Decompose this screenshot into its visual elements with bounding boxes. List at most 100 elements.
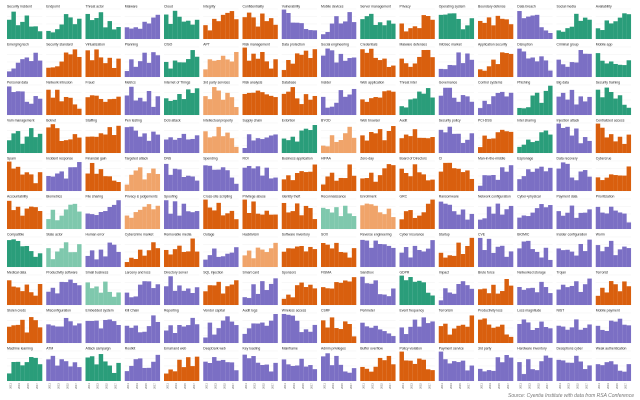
bar — [500, 91, 505, 115]
bar — [308, 246, 313, 267]
bar — [430, 57, 435, 77]
panel-title: Threat intel — [400, 81, 417, 85]
bar — [7, 71, 12, 77]
panel: Intellectual property — [203, 119, 239, 154]
bar — [212, 169, 217, 191]
bar — [94, 49, 99, 77]
bar — [447, 334, 453, 343]
bar — [299, 332, 304, 343]
panel: Privilege abuse — [242, 195, 278, 230]
panel: Data recovery — [556, 157, 592, 192]
bar — [391, 165, 396, 191]
panel: Mobile devices — [321, 5, 357, 40]
bar — [68, 366, 73, 381]
panel: Risk management — [242, 43, 278, 78]
bar — [403, 247, 409, 267]
bar — [286, 248, 291, 267]
bar — [98, 12, 104, 39]
bar — [286, 91, 291, 115]
bar — [373, 205, 378, 229]
bar — [216, 59, 221, 77]
x-tick-label: 2015 — [144, 383, 148, 389]
panel-title: Outage — [203, 233, 214, 237]
panel-title: Machine learning — [7, 347, 33, 351]
bar — [20, 21, 25, 39]
x-tick-label: 2017 — [192, 383, 196, 389]
bar — [613, 141, 618, 153]
bar — [373, 325, 378, 343]
bar — [508, 336, 514, 343]
bar — [351, 336, 357, 343]
bar — [290, 315, 296, 343]
bar — [622, 175, 627, 191]
x-tick-label: 2013 — [56, 383, 60, 389]
bar — [273, 314, 278, 343]
bar — [229, 138, 235, 153]
bar — [373, 24, 378, 39]
bar — [15, 91, 21, 115]
bar — [391, 91, 396, 115]
bar — [273, 362, 278, 381]
panel: Audit logs — [242, 309, 278, 344]
bar — [460, 95, 466, 115]
bar — [33, 96, 38, 115]
panel-title: Spoofing — [164, 195, 177, 199]
bar — [24, 136, 30, 153]
x-tick-label: 2011 — [165, 383, 169, 389]
panel-title: Cybercrue — [596, 157, 612, 161]
bar — [46, 219, 51, 229]
bar — [408, 257, 413, 267]
bar — [491, 138, 496, 153]
bar — [85, 320, 90, 343]
bar — [556, 211, 561, 229]
bar — [107, 99, 112, 115]
bar — [373, 97, 378, 115]
bar — [560, 250, 566, 267]
bar — [622, 213, 627, 229]
panel-title: Criminal group — [557, 43, 579, 47]
bar — [521, 18, 527, 39]
bar — [351, 175, 357, 191]
bar — [151, 288, 156, 305]
bar — [486, 324, 492, 343]
panel-title: Board of Directors — [400, 157, 428, 161]
bar — [587, 278, 592, 305]
bar — [521, 51, 527, 77]
bar — [190, 366, 195, 381]
bar — [251, 17, 256, 39]
bar — [347, 164, 352, 191]
bar — [626, 325, 632, 343]
bar — [155, 134, 161, 153]
bar — [482, 22, 487, 39]
bar — [55, 220, 60, 229]
bar — [622, 104, 627, 115]
bar — [20, 59, 25, 77]
bar — [447, 13, 453, 39]
bar — [430, 137, 435, 153]
bar — [303, 50, 309, 77]
bar — [264, 21, 269, 39]
bar — [382, 360, 387, 381]
panel-title: Human error — [86, 233, 106, 237]
bar — [377, 60, 383, 77]
bar — [364, 368, 370, 381]
bar — [343, 280, 348, 305]
panel-title: Boundary defense — [478, 5, 506, 9]
bar — [303, 94, 309, 115]
x-tick-label: 2017 — [113, 383, 117, 389]
bar — [451, 211, 457, 229]
bar — [142, 331, 147, 343]
bar — [425, 138, 431, 153]
bar — [229, 321, 235, 343]
bar — [443, 257, 448, 267]
bar — [225, 286, 230, 305]
x-tick-label: 2011 — [126, 383, 130, 389]
bar — [321, 96, 326, 115]
bar — [338, 140, 344, 153]
bar — [103, 63, 108, 77]
bar — [412, 98, 418, 115]
bar — [203, 199, 208, 229]
bar — [116, 292, 121, 305]
bar — [408, 210, 413, 229]
